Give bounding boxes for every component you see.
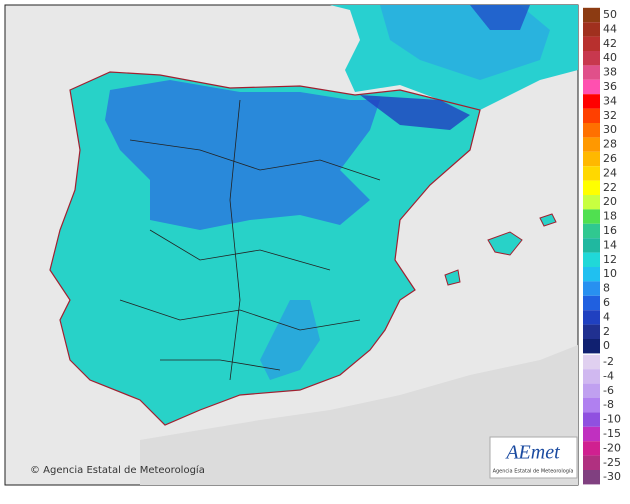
cold-area	[105, 80, 380, 230]
logo-box	[489, 436, 578, 479]
legend-label: 34	[603, 94, 617, 107]
legend-label: -30	[603, 470, 621, 483]
province-borders	[119, 99, 381, 381]
legend-label: 20	[603, 195, 617, 208]
cold-area	[260, 300, 320, 380]
legend-label: 32	[603, 109, 617, 122]
legend-label: 36	[603, 80, 617, 93]
legend-swatch	[583, 108, 600, 123]
legend-swatch	[583, 324, 600, 339]
legend-swatch	[583, 267, 600, 282]
legend-label: 18	[603, 210, 617, 223]
legend-swatch	[583, 151, 600, 167]
legend-label: 42	[603, 37, 617, 50]
legend-swatch	[583, 339, 600, 354]
legend-swatch	[583, 295, 600, 311]
legend-label: 30	[603, 123, 617, 136]
legend-label: 10	[603, 267, 617, 280]
mallorca	[487, 231, 523, 256]
map	[4, 4, 579, 486]
menorca	[539, 213, 557, 227]
legend-label: -15	[603, 427, 621, 440]
legend-label: 24	[603, 166, 617, 179]
ibiza	[444, 269, 461, 286]
legend-swatch	[583, 354, 600, 370]
legend-swatch	[583, 7, 600, 23]
legend-swatch	[583, 383, 600, 398]
legend-label: -20	[603, 441, 621, 454]
africa	[140, 345, 578, 485]
legend-swatch	[583, 209, 600, 224]
legend-label: -10	[603, 413, 621, 426]
legend-swatch	[583, 79, 600, 95]
credit: © Agencia Estatal de Meteorología	[30, 464, 205, 476]
legend-label: 14	[603, 238, 617, 251]
legend-label: 44	[603, 22, 617, 35]
legend-swatch	[583, 166, 600, 181]
legend-swatch	[583, 223, 600, 239]
legend: 5044424038363432302826242220181614121086…	[583, 7, 621, 485]
legend-swatch	[583, 94, 600, 109]
legend-label: -25	[603, 456, 621, 469]
legend-label: 38	[603, 66, 617, 79]
legend-label: -4	[603, 369, 614, 382]
legend-swatch	[583, 51, 600, 66]
legend-label: 22	[603, 181, 617, 194]
legend-swatch	[583, 252, 600, 267]
legend-swatch	[583, 22, 600, 37]
legend-label: 28	[603, 138, 617, 151]
legend-label: 12	[603, 253, 617, 266]
legend-label: 6	[603, 296, 610, 309]
legend-swatch	[583, 195, 600, 210]
legend-label: 16	[603, 224, 617, 237]
legend-label: -2	[603, 355, 614, 368]
legend-label: 8	[603, 282, 610, 295]
logo-subtitle: Agencia Estatal de Meteorología	[493, 468, 574, 475]
legend-swatch	[583, 65, 600, 80]
legend-label: 4	[603, 310, 610, 323]
legend-swatch	[583, 470, 600, 485]
legend-label: 26	[603, 152, 617, 165]
cold-area	[470, 5, 530, 30]
legend-swatch	[583, 180, 600, 195]
legend-swatch	[583, 123, 600, 138]
legend-swatch	[583, 36, 600, 51]
logo-name: AEmet	[504, 442, 560, 464]
legend-label: 2	[603, 325, 610, 338]
legend-swatch	[583, 398, 600, 413]
legend-swatch	[583, 238, 600, 253]
legend-swatch	[583, 412, 600, 427]
legend-label: 50	[603, 8, 617, 21]
legend-swatch	[583, 137, 600, 152]
legend-swatch	[583, 426, 600, 442]
legend-swatch	[583, 455, 600, 470]
legend-swatch	[583, 310, 600, 325]
cold-area	[360, 95, 470, 130]
legend-label: -8	[603, 398, 614, 411]
legend-swatch	[583, 281, 600, 296]
legend-swatch	[583, 441, 600, 456]
legend-swatch	[583, 369, 600, 384]
legend-label: 40	[603, 51, 617, 64]
legend-label: 0	[603, 339, 610, 352]
legend-label: -6	[603, 384, 614, 397]
